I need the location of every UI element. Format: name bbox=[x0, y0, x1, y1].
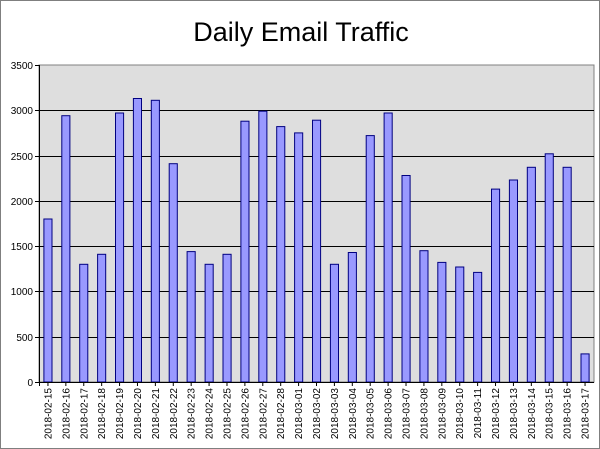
bar-2018-03-05 bbox=[365, 135, 375, 383]
bar-2018-02-27 bbox=[258, 110, 268, 383]
x-tick-label: 2018-03-14 bbox=[527, 388, 538, 440]
y-tick-label: 500 bbox=[16, 333, 33, 344]
bar-2018-03-06 bbox=[383, 112, 393, 383]
x-tick-label: 2018-02-27 bbox=[258, 388, 269, 440]
x-tick-label: 2018-03-03 bbox=[330, 388, 341, 440]
x-tick-label: 2018-02-25 bbox=[222, 388, 233, 440]
x-tick-label: 2018-03-12 bbox=[491, 388, 502, 440]
bar-2018-03-01 bbox=[294, 132, 304, 383]
bar-2018-02-28 bbox=[276, 126, 286, 383]
bar-2018-03-09 bbox=[437, 261, 447, 383]
x-tick-label: 2018-02-26 bbox=[240, 388, 251, 440]
y-tick-label: 1000 bbox=[11, 287, 34, 298]
bar-2018-03-07 bbox=[401, 175, 411, 383]
x-tick-label: 2018-03-05 bbox=[366, 388, 377, 440]
x-tick-label: 2018-03-07 bbox=[402, 388, 413, 440]
bar-2018-03-11 bbox=[473, 271, 483, 383]
x-tick-label: 2018-02-22 bbox=[169, 388, 180, 440]
bar-2018-03-08 bbox=[419, 250, 429, 383]
bar-2018-02-23 bbox=[186, 251, 196, 383]
bar-2018-03-02 bbox=[312, 119, 322, 383]
y-tick-label: 2000 bbox=[11, 197, 34, 208]
x-tick-label: 2018-02-20 bbox=[133, 388, 144, 440]
bar-2018-02-26 bbox=[240, 120, 250, 383]
x-tick-labels: 2018-02-15 2018-02-16 2018-02-17 2018-02-18… bbox=[43, 388, 591, 440]
x-tick-label: 2018-03-16 bbox=[563, 388, 574, 440]
x-tick-label: 2018-03-15 bbox=[545, 388, 556, 440]
bar-2018-02-16 bbox=[61, 115, 71, 383]
bar-2018-03-13 bbox=[508, 179, 518, 383]
bar-2018-02-21 bbox=[150, 99, 160, 383]
x-tick-label: 2018-02-17 bbox=[79, 388, 90, 440]
bar-2018-02-19 bbox=[115, 112, 125, 383]
bar-2018-02-25 bbox=[222, 253, 232, 383]
x-tick-label: 2018-03-06 bbox=[384, 388, 395, 440]
bar-2018-02-15 bbox=[43, 218, 53, 383]
x-tick-label: 2018-02-18 bbox=[97, 388, 108, 440]
bar-2018-03-16 bbox=[562, 166, 572, 383]
y-tick-label: 2500 bbox=[11, 152, 34, 163]
y-tick-label: 1500 bbox=[11, 242, 34, 253]
chart-title: Daily Email Traffic bbox=[193, 17, 409, 47]
y-tick-label: 0 bbox=[27, 378, 33, 389]
x-tick-label: 2018-02-23 bbox=[187, 388, 198, 440]
bar-2018-03-04 bbox=[347, 252, 357, 383]
x-tick-label: 2018-02-21 bbox=[151, 388, 162, 440]
y-tick-labels: 0 500 1000 1500 2000 2500 3000 3500 bbox=[11, 61, 34, 389]
x-tick-label: 2018-03-17 bbox=[581, 388, 592, 440]
x-tick-label: 2018-03-02 bbox=[312, 388, 323, 440]
bar-2018-03-14 bbox=[526, 166, 536, 383]
bar-2018-03-12 bbox=[491, 188, 501, 383]
bar-2018-02-17 bbox=[79, 263, 89, 383]
y-tick-label: 3000 bbox=[11, 106, 34, 117]
bar-2018-02-18 bbox=[97, 253, 107, 383]
bar-2018-03-15 bbox=[544, 153, 554, 383]
bar-2018-02-20 bbox=[132, 98, 142, 383]
x-tick-label: 2018-03-01 bbox=[294, 388, 305, 440]
x-tick-label: 2018-02-16 bbox=[61, 388, 72, 440]
bar-2018-02-22 bbox=[168, 163, 178, 383]
x-tick-label: 2018-03-11 bbox=[473, 388, 484, 439]
bar-2018-02-24 bbox=[204, 263, 214, 383]
y-tick-label: 3500 bbox=[11, 61, 34, 72]
bar-2018-03-03 bbox=[329, 263, 339, 383]
axes bbox=[35, 65, 594, 386]
x-tick-label: 2018-02-15 bbox=[43, 388, 54, 440]
x-tick-label: 2018-03-04 bbox=[348, 388, 359, 440]
x-tick-label: 2018-03-13 bbox=[509, 388, 520, 440]
bar-2018-03-17 bbox=[580, 353, 590, 383]
x-tick-label: 2018-03-10 bbox=[455, 388, 466, 440]
bars bbox=[43, 98, 590, 383]
x-tick-label: 2018-03-09 bbox=[437, 388, 448, 440]
x-tick-label: 2018-02-24 bbox=[205, 388, 216, 440]
x-tick-label: 2018-03-08 bbox=[419, 388, 430, 440]
x-tick-label: 2018-02-19 bbox=[115, 388, 126, 440]
bar-2018-03-10 bbox=[455, 266, 465, 383]
x-tick-label: 2018-02-28 bbox=[276, 388, 287, 440]
